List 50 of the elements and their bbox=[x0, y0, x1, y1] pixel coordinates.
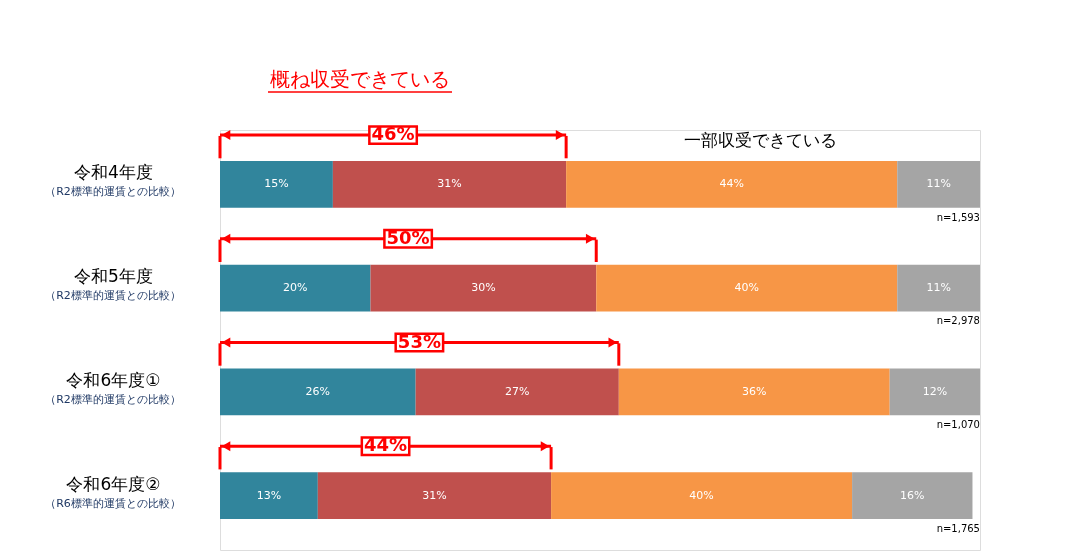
bar bbox=[332, 161, 567, 208]
bar bbox=[415, 368, 619, 416]
text: （R2標準的運賃との比較） bbox=[45, 392, 181, 406]
bar bbox=[317, 472, 552, 519]
y-tick-label: 令和4年度 bbox=[74, 162, 153, 183]
bar bbox=[897, 264, 980, 312]
annotation: n=1,070 bbox=[936, 419, 980, 431]
annotation: 44% bbox=[364, 434, 408, 456]
data-label: 31% bbox=[437, 177, 462, 191]
data-label: 36% bbox=[742, 384, 767, 398]
bar bbox=[551, 472, 853, 519]
data-label: 26% bbox=[305, 384, 331, 398]
y-tick-label: 令和6年度② bbox=[66, 473, 161, 494]
bar bbox=[220, 161, 333, 208]
data-label: 11% bbox=[926, 177, 951, 191]
annotation: n=1,593 bbox=[936, 211, 980, 223]
annotation: 一部収受できている bbox=[683, 130, 837, 151]
annotation: 50% bbox=[386, 226, 430, 248]
data-label: 20% bbox=[283, 281, 308, 295]
data-label: 12% bbox=[922, 384, 948, 398]
data-label: 40% bbox=[734, 281, 759, 295]
bar bbox=[852, 472, 973, 519]
annotation: n=2,978 bbox=[936, 315, 980, 327]
data-label: 44% bbox=[719, 177, 744, 191]
bar bbox=[596, 264, 898, 312]
bar bbox=[220, 472, 318, 519]
bar bbox=[889, 368, 980, 416]
y-tick-label: 令和5年度 bbox=[74, 266, 153, 287]
annotation: 46% bbox=[371, 123, 415, 145]
text: （R6標準的運賃との比較） bbox=[45, 496, 181, 510]
bar bbox=[897, 161, 980, 208]
bar bbox=[220, 264, 371, 312]
annotation: 53% bbox=[397, 330, 441, 352]
data-label: 40% bbox=[689, 488, 714, 502]
text: （R2標準的運賃との比較） bbox=[45, 289, 181, 303]
data-label: 31% bbox=[422, 488, 447, 502]
data-label: 27% bbox=[505, 384, 530, 398]
data-label: 11% bbox=[926, 281, 951, 295]
bar bbox=[220, 368, 416, 416]
text: （R2標準的運賃との比較） bbox=[45, 185, 181, 199]
bar bbox=[370, 264, 597, 312]
bar bbox=[618, 368, 890, 416]
y-tick-label: 令和6年度① bbox=[66, 369, 161, 390]
annotation: n=1,765 bbox=[936, 522, 980, 534]
text: 概ね収受できている bbox=[270, 67, 450, 91]
data-label: 13% bbox=[256, 488, 282, 502]
data-label: 16% bbox=[900, 488, 925, 502]
data-label: 15% bbox=[264, 177, 289, 191]
bar bbox=[566, 161, 898, 208]
data-label: 30% bbox=[471, 281, 496, 295]
